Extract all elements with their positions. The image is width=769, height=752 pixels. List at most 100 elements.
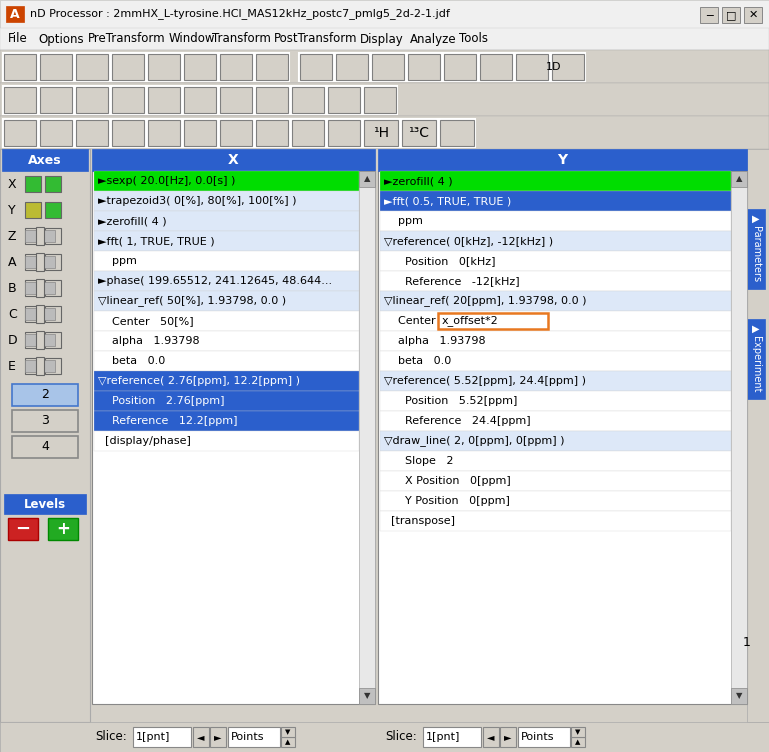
- Text: ►zerofill( 4 ): ►zerofill( 4 ): [384, 176, 453, 186]
- Bar: [380, 451, 731, 471]
- Bar: [380, 311, 731, 331]
- Text: ppm: ppm: [98, 256, 137, 266]
- Text: Slope   2: Slope 2: [384, 456, 454, 466]
- Bar: [94, 231, 359, 251]
- Bar: [148, 87, 180, 113]
- Bar: [25, 280, 41, 296]
- Bar: [94, 411, 359, 431]
- Bar: [210, 727, 226, 747]
- Bar: [0, 83, 769, 116]
- Text: ►fft( 0.5, TRUE, TRUE ): ►fft( 0.5, TRUE, TRUE ): [384, 196, 511, 206]
- Text: alpha   1.93798: alpha 1.93798: [384, 336, 486, 346]
- Bar: [75, 86, 109, 114]
- Text: Slice:: Slice:: [95, 730, 127, 744]
- Bar: [327, 86, 361, 114]
- Bar: [378, 149, 747, 171]
- Text: B: B: [8, 281, 17, 295]
- Text: Window: Window: [168, 32, 215, 46]
- Bar: [25, 256, 55, 268]
- Bar: [380, 211, 731, 231]
- Text: [transpose]: [transpose]: [384, 516, 455, 526]
- Bar: [111, 86, 145, 114]
- Bar: [380, 471, 731, 491]
- Bar: [722, 7, 740, 23]
- Bar: [363, 86, 397, 114]
- Text: Y: Y: [8, 204, 15, 217]
- Text: PostTransform: PostTransform: [274, 32, 357, 46]
- Text: Reference   -12[kHz]: Reference -12[kHz]: [384, 276, 520, 286]
- Text: ¹³C: ¹³C: [408, 126, 430, 140]
- Bar: [76, 120, 108, 146]
- Text: 3: 3: [41, 414, 49, 427]
- Text: ▶: ▶: [752, 214, 760, 224]
- Bar: [255, 86, 289, 114]
- Bar: [291, 119, 325, 147]
- Bar: [700, 7, 718, 23]
- Bar: [3, 53, 37, 81]
- Bar: [228, 727, 280, 747]
- Bar: [25, 282, 55, 294]
- Bar: [193, 727, 209, 747]
- Bar: [336, 54, 368, 80]
- Bar: [36, 357, 44, 375]
- Bar: [515, 53, 549, 81]
- Text: 2: 2: [41, 389, 49, 402]
- Bar: [25, 360, 55, 372]
- Bar: [731, 171, 747, 704]
- Bar: [112, 87, 144, 113]
- Bar: [45, 228, 61, 244]
- Bar: [371, 53, 405, 81]
- Text: ◄: ◄: [488, 732, 494, 742]
- Bar: [184, 120, 216, 146]
- Text: Y Position   0[ppm]: Y Position 0[ppm]: [384, 496, 510, 506]
- Bar: [439, 119, 475, 147]
- Text: ▲: ▲: [364, 174, 370, 183]
- Text: ▼: ▼: [736, 692, 742, 701]
- Bar: [111, 119, 145, 147]
- Bar: [36, 227, 44, 245]
- Bar: [6, 6, 24, 22]
- Bar: [94, 331, 359, 351]
- Bar: [220, 54, 252, 80]
- Bar: [76, 54, 108, 80]
- Text: Points: Points: [231, 732, 265, 742]
- Bar: [747, 209, 765, 289]
- Bar: [94, 371, 359, 391]
- Text: X Position   0[ppm]: X Position 0[ppm]: [384, 476, 511, 486]
- Bar: [148, 54, 180, 80]
- Bar: [75, 53, 109, 81]
- Bar: [25, 176, 41, 192]
- Text: ►: ►: [504, 732, 511, 742]
- Text: Axes: Axes: [28, 153, 62, 166]
- Bar: [25, 230, 55, 242]
- Bar: [0, 722, 769, 752]
- Text: ▽linear_ref( 20[ppm], 1.93798, 0.0 ): ▽linear_ref( 20[ppm], 1.93798, 0.0 ): [384, 296, 587, 307]
- Bar: [438, 313, 548, 329]
- Bar: [8, 518, 38, 540]
- Bar: [571, 737, 585, 747]
- Bar: [380, 191, 731, 211]
- Text: Levels: Levels: [24, 498, 66, 511]
- Bar: [45, 176, 61, 192]
- Bar: [551, 53, 585, 81]
- Bar: [380, 271, 731, 291]
- Text: Position   2.76[ppm]: Position 2.76[ppm]: [98, 396, 225, 406]
- Text: ▽linear_ref( 50[%], 1.93798, 0.0 ): ▽linear_ref( 50[%], 1.93798, 0.0 ): [98, 296, 286, 307]
- Bar: [36, 253, 44, 271]
- Text: D: D: [8, 333, 18, 347]
- Bar: [3, 86, 37, 114]
- Bar: [36, 331, 44, 349]
- Bar: [36, 279, 44, 297]
- Bar: [220, 87, 252, 113]
- Bar: [335, 53, 369, 81]
- Bar: [0, 50, 769, 83]
- Text: ►phase( 199.65512, 241.12645, 48.644...: ►phase( 199.65512, 241.12645, 48.644...: [98, 276, 332, 286]
- Bar: [380, 391, 731, 411]
- Bar: [380, 331, 731, 351]
- Text: Parameters: Parameters: [751, 226, 761, 282]
- Bar: [94, 351, 359, 371]
- Bar: [133, 727, 191, 747]
- Bar: [0, 0, 769, 28]
- Bar: [328, 87, 360, 113]
- Bar: [219, 86, 253, 114]
